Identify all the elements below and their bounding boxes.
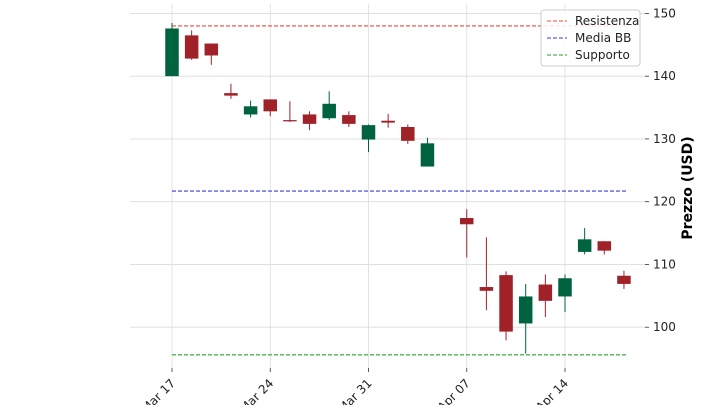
candle-body bbox=[420, 143, 435, 167]
candle-down bbox=[597, 241, 612, 255]
candle-up bbox=[558, 274, 572, 313]
candle-body bbox=[617, 275, 631, 284]
y-tick-label: 120 bbox=[653, 195, 676, 209]
candle-down bbox=[342, 111, 356, 128]
candle-body bbox=[361, 125, 376, 140]
x-tick-label: Mar 31 bbox=[335, 376, 374, 405]
y-axis: 100 110 120 130 140 150 bbox=[645, 6, 676, 334]
x-tick-label: Mar 24 bbox=[237, 376, 276, 405]
candle-body bbox=[184, 35, 199, 59]
candle-down bbox=[381, 113, 395, 128]
y-tick-label: 100 bbox=[653, 320, 676, 334]
candle-down bbox=[401, 124, 415, 144]
reference-lines bbox=[172, 25, 628, 356]
candle-up bbox=[420, 137, 435, 167]
candle-body bbox=[263, 99, 277, 112]
candle-body bbox=[577, 239, 592, 252]
candle-down bbox=[617, 270, 631, 289]
candle-body bbox=[322, 103, 336, 119]
y-tick-label: 150 bbox=[653, 6, 676, 20]
candle-down bbox=[538, 274, 553, 318]
candle-body bbox=[302, 114, 317, 124]
x-axis: Mar 17 Mar 24 Mar 31 Apr 07 Apr 14 bbox=[139, 368, 571, 405]
candles bbox=[165, 22, 631, 354]
candle-body bbox=[342, 115, 356, 124]
legend-box bbox=[540, 9, 641, 67]
candle-body bbox=[204, 43, 219, 56]
candle-down bbox=[224, 83, 238, 99]
candle-body bbox=[597, 241, 612, 251]
candle-body bbox=[165, 28, 179, 77]
candle-down bbox=[263, 99, 277, 117]
y-tick-label: 140 bbox=[653, 69, 676, 83]
candle-up bbox=[518, 283, 533, 354]
candle-body bbox=[518, 296, 533, 324]
y-tick-label: 130 bbox=[653, 132, 676, 146]
x-tick-label: Apr 14 bbox=[533, 376, 571, 405]
candle-body bbox=[381, 120, 395, 123]
candle-body bbox=[499, 275, 513, 332]
candle-up bbox=[577, 228, 592, 255]
candle-up bbox=[243, 100, 258, 118]
candle-down bbox=[302, 111, 317, 131]
y-axis-title: Prezzo (USD) bbox=[680, 136, 696, 239]
candle-down bbox=[283, 101, 297, 122]
x-tick-label: Apr 07 bbox=[435, 376, 473, 405]
candle-down bbox=[479, 237, 494, 311]
candle-up bbox=[322, 91, 336, 121]
candle-body bbox=[538, 284, 553, 301]
candle-up bbox=[165, 22, 179, 77]
candle-up bbox=[361, 124, 376, 153]
candle-body bbox=[283, 120, 297, 122]
x-tick-label: Mar 17 bbox=[139, 376, 178, 405]
y-tick-label: 110 bbox=[653, 257, 676, 271]
candle-body bbox=[479, 287, 494, 291]
candle-body bbox=[558, 278, 572, 297]
legend: Resistenza Media BB Supporto bbox=[540, 9, 641, 67]
candle-down bbox=[460, 209, 474, 258]
legend-label: Resistenza bbox=[575, 14, 639, 28]
candle-down bbox=[499, 271, 513, 341]
legend-label: Media BB bbox=[575, 31, 631, 45]
candle-body bbox=[401, 127, 415, 141]
candle-body bbox=[243, 106, 258, 115]
candle-down bbox=[184, 30, 199, 60]
candle-down bbox=[204, 43, 219, 65]
candle-body bbox=[224, 93, 238, 96]
legend-label: Supporto bbox=[575, 48, 630, 62]
candle-body bbox=[460, 218, 474, 225]
